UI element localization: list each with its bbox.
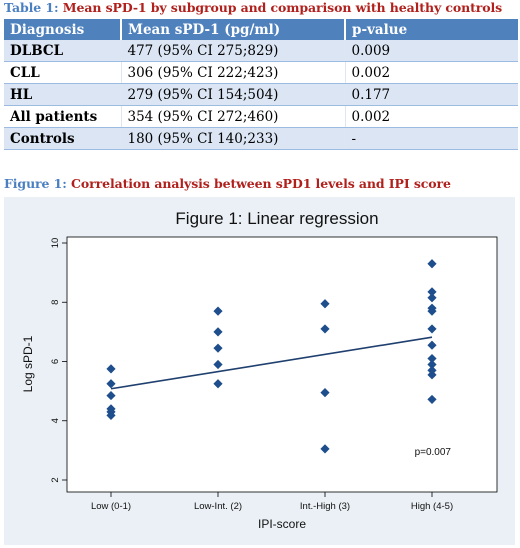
header-p-value: p-value [345, 19, 518, 40]
table-caption-label: Table 1: [4, 0, 59, 15]
table-caption-text: Mean sPD-1 by subgroup and comparison wi… [62, 0, 503, 15]
chart-title: Figure 1: Linear regression [175, 209, 378, 228]
data-point [106, 390, 116, 401]
diagnosis-cell: Controls [4, 127, 122, 150]
figure-caption-label: Figure 1: [4, 176, 67, 191]
data-point [106, 379, 116, 389]
data-point [213, 327, 223, 337]
mean-cell: 477 (95% CI 275;829) [121, 40, 346, 62]
diagnosis-cell: HL [4, 83, 122, 106]
y-tick-label: 4 [50, 418, 61, 423]
figure-frame: Figure 1: Linear regression IPI-score Lo… [4, 197, 515, 545]
data-point [213, 379, 223, 389]
data-point [427, 340, 437, 350]
regression-line [110, 336, 433, 390]
data-point [427, 259, 437, 269]
x-axis: Low (0-1) Low-Int. (2) Int.-High (3) High (… [91, 492, 453, 512]
diagnosis-cell: DLBCL [4, 40, 122, 62]
p-value-cell: - [345, 127, 518, 150]
table-row: All patients 354 (95% CI 272;460) 0.002 [4, 105, 518, 128]
mean-cell: 354 (95% CI 272;460) [121, 105, 346, 128]
mean-cell: 279 (95% CI 154;504) [121, 83, 346, 106]
table-row: CLL 306 (95% CI 222;423) 0.002 [4, 61, 518, 84]
data-point [320, 444, 330, 454]
header-diagnosis: Diagnosis [4, 19, 122, 40]
y-tick-label: 10 [50, 238, 61, 249]
header-mean-spd1: Mean sPD-1 (pg/ml) [121, 19, 346, 40]
table-row: HL 279 (95% CI 154;504) 0.177 [4, 83, 518, 106]
table-row: Controls 180 (95% CI 140;233) - [4, 127, 518, 150]
p-value-cell: 0.009 [345, 40, 518, 62]
diagnosis-cell: All patients [4, 105, 122, 128]
y-tick-label: 6 [50, 359, 61, 364]
x-tick-label: Int.-High (3) [300, 501, 350, 512]
figure-caption: Figure 1: Correlation analysis between s… [4, 176, 451, 191]
x-tick-label: High (4-5) [411, 501, 453, 512]
data-point [213, 343, 223, 353]
data-point [106, 364, 116, 374]
data-point [320, 299, 330, 309]
figure-caption-text: Correlation analysis between sPD1 levels… [71, 176, 451, 191]
p-value-cell: 0.177 [345, 83, 518, 106]
p-value-annotation: p=0.007 [415, 447, 452, 458]
y-axis-label: Log sPD-1 [21, 335, 35, 392]
plot-area [66, 236, 498, 493]
y-tick-label: 2 [50, 477, 61, 482]
data-point [427, 370, 437, 380]
data-point [320, 388, 330, 398]
data-point [427, 306, 437, 316]
mean-cell: 180 (95% CI 140;233) [121, 127, 346, 150]
table-header-row: Diagnosis Mean sPD-1 (pg/ml) p-value [4, 19, 518, 40]
y-axis: 2 4 6 8 10 [50, 238, 67, 483]
regression-line-group [110, 336, 433, 390]
y-tick-label: 8 [50, 300, 61, 305]
p-value-cell: 0.002 [345, 61, 518, 84]
p-value-cell: 0.002 [345, 105, 518, 128]
x-tick-label: Low-Int. (2) [194, 501, 242, 512]
mean-cell: 306 (95% CI 222;423) [121, 61, 346, 84]
regression-chart: Figure 1: Linear regression IPI-score Lo… [21, 209, 498, 531]
results-table: Diagnosis Mean sPD-1 (pg/ml) p-value DLB… [4, 19, 518, 150]
diagnosis-cell: CLL [4, 61, 122, 84]
table-caption: Table 1: Mean sPD-1 by subgroup and comp… [4, 0, 502, 15]
x-tick-label: Low (0-1) [91, 501, 131, 512]
table-row: DLBCL 477 (95% CI 275;829) 0.009 [4, 40, 518, 62]
x-axis-label: IPI-score [258, 517, 306, 531]
